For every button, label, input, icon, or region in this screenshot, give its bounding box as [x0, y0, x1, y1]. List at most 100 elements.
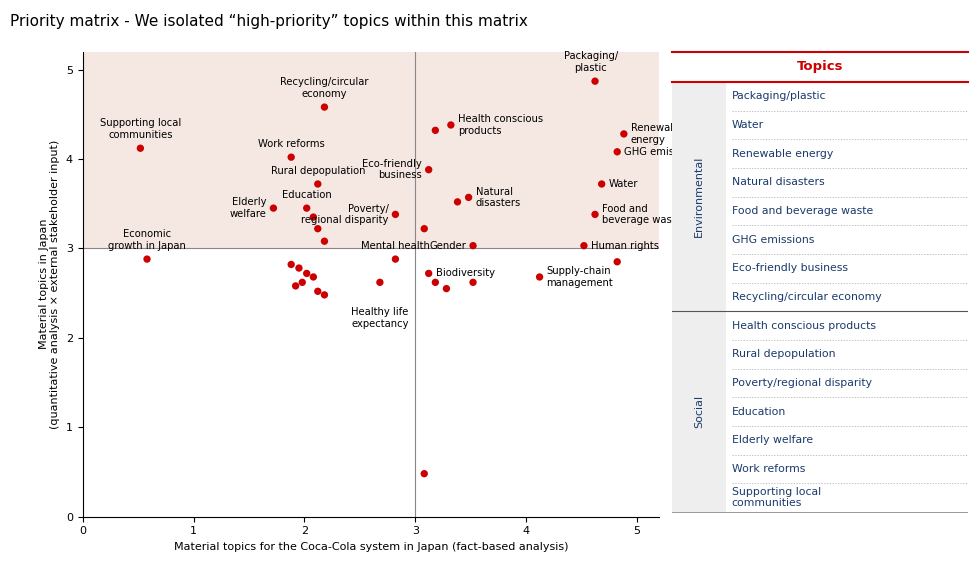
Text: Elderly
welfare: Elderly welfare [230, 197, 267, 219]
Point [450, 197, 465, 207]
Point [291, 263, 306, 273]
Text: Rural depopulation: Rural depopulation [732, 349, 835, 359]
Point [421, 269, 437, 278]
Point [372, 278, 387, 287]
Point [283, 153, 299, 162]
Point [387, 254, 403, 263]
Point [594, 180, 609, 189]
Text: Priority matrix - We isolated “high-priority” topics within this matrix: Priority matrix - We isolated “high-prio… [10, 14, 527, 29]
Bar [672, 311, 726, 340]
Text: Work reforms: Work reforms [732, 464, 805, 474]
Text: Gender: Gender [429, 241, 466, 251]
Point [609, 147, 625, 156]
Point [609, 257, 625, 266]
Text: Supply-chain
management: Supply-chain management [547, 266, 613, 288]
Text: Water: Water [732, 120, 764, 130]
Bar [672, 455, 726, 483]
Point [288, 281, 304, 290]
Text: Eco-friendly
business: Eco-friendly business [362, 159, 421, 180]
Text: GHG emissions: GHG emissions [732, 235, 814, 245]
Text: Mental health: Mental health [361, 241, 430, 251]
Text: Supporting local
communities: Supporting local communities [732, 487, 820, 509]
Point [588, 76, 603, 86]
Bar [672, 82, 726, 111]
Text: Natural
disasters: Natural disasters [476, 187, 521, 208]
Point [266, 204, 281, 213]
Text: Natural disasters: Natural disasters [732, 177, 824, 187]
Text: Recycling/circular
economy: Recycling/circular economy [280, 77, 369, 99]
Text: Work reforms: Work reforms [258, 139, 325, 149]
X-axis label: Material topics for the Coca-Cola system in Japan (fact-based analysis): Material topics for the Coca-Cola system… [174, 542, 568, 552]
Point [299, 204, 314, 213]
Point [439, 284, 454, 293]
Point [416, 224, 432, 233]
Bar [83, 52, 660, 249]
Text: Recycling/circular economy: Recycling/circular economy [732, 292, 882, 302]
Text: Eco-friendly business: Eco-friendly business [732, 263, 847, 273]
Point [299, 269, 314, 278]
Text: Renewable
energy: Renewable energy [631, 123, 685, 145]
Bar [672, 111, 726, 139]
Point [306, 212, 321, 222]
Text: Health conscious
products: Health conscious products [458, 114, 543, 136]
Point [316, 103, 332, 112]
Text: Healthy life
expectancy: Healthy life expectancy [351, 307, 409, 329]
Text: Rural depopulation: Rural depopulation [270, 166, 365, 176]
Text: Supporting local
communities: Supporting local communities [100, 118, 181, 140]
Text: Education: Education [282, 190, 332, 200]
Point [316, 236, 332, 246]
Text: Packaging/plastic: Packaging/plastic [732, 91, 826, 101]
Point [421, 165, 437, 174]
Text: Topics: Topics [797, 60, 844, 73]
Text: Biodiversity: Biodiversity [436, 269, 494, 278]
Bar [672, 254, 726, 282]
Bar [672, 168, 726, 196]
Point [387, 210, 403, 219]
Point [461, 193, 477, 202]
Bar [672, 483, 726, 512]
Bar [672, 196, 726, 225]
Point [427, 126, 443, 135]
Point [427, 278, 443, 287]
Point [576, 241, 592, 250]
Bar [672, 397, 726, 426]
Bar [672, 340, 726, 369]
Point [310, 180, 326, 189]
Text: Health conscious products: Health conscious products [732, 321, 876, 331]
Text: Renewable energy: Renewable energy [732, 149, 833, 158]
Text: Food and beverage waste: Food and beverage waste [732, 206, 873, 216]
Bar [672, 139, 726, 168]
Point [295, 278, 310, 287]
Point [306, 273, 321, 282]
Point [465, 241, 481, 250]
Point [139, 254, 155, 263]
Text: Social: Social [694, 395, 704, 428]
Text: Education: Education [732, 406, 786, 417]
Point [310, 286, 326, 296]
Point [132, 144, 148, 153]
Text: Environmental: Environmental [694, 156, 704, 237]
Point [532, 273, 548, 282]
Text: Human rights: Human rights [591, 241, 659, 251]
Text: Water: Water [609, 179, 638, 189]
Point [465, 278, 481, 287]
Text: GHG emissions: GHG emissions [624, 147, 700, 157]
Point [588, 210, 603, 219]
Text: Food and
beverage waste: Food and beverage waste [602, 204, 682, 225]
Text: Elderly welfare: Elderly welfare [732, 435, 812, 445]
Point [616, 129, 631, 138]
Bar [672, 282, 726, 311]
Y-axis label: Material topics in Japan
(quantitative analysis × external stakeholder input): Material topics in Japan (quantitative a… [39, 139, 60, 429]
Point [443, 121, 458, 130]
Point [416, 469, 432, 478]
Point [283, 260, 299, 269]
Text: Poverty/regional disparity: Poverty/regional disparity [732, 378, 872, 388]
Text: Economic
growth in Japan: Economic growth in Japan [108, 229, 186, 251]
Point [316, 290, 332, 300]
Bar [672, 369, 726, 397]
Point [310, 224, 326, 233]
Bar [672, 426, 726, 455]
Text: Poverty/
regional disparity: Poverty/ regional disparity [301, 204, 388, 225]
Bar [672, 225, 726, 254]
Text: Packaging/
plastic: Packaging/ plastic [563, 51, 618, 73]
